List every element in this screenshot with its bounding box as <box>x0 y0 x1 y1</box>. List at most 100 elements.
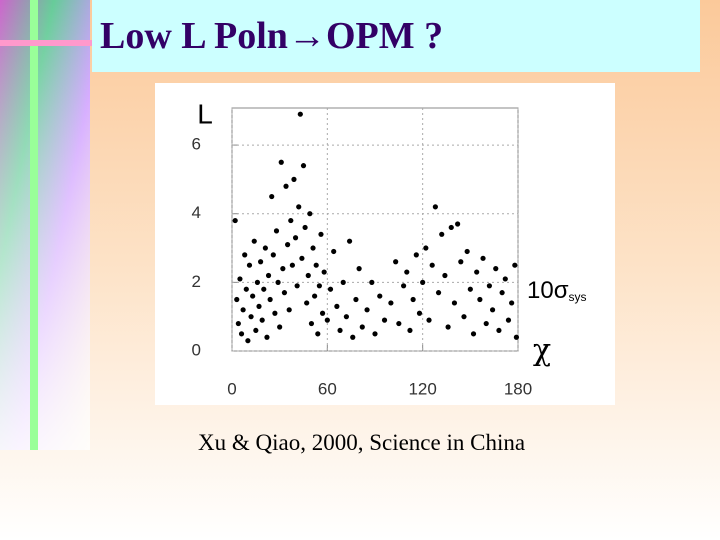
point <box>364 307 370 313</box>
point <box>280 266 286 272</box>
point <box>477 296 483 303</box>
y-tick-label: 6 <box>192 135 201 154</box>
point <box>420 279 426 285</box>
point <box>448 224 454 231</box>
point <box>278 159 284 165</box>
y-tick-label: 0 <box>192 340 201 359</box>
point <box>461 314 467 320</box>
point <box>286 307 292 313</box>
point <box>381 317 388 323</box>
point <box>307 211 313 217</box>
point <box>499 290 505 296</box>
point <box>356 266 362 272</box>
point <box>423 245 429 251</box>
point <box>413 252 419 258</box>
annotation-sub: sys <box>569 290 587 304</box>
point <box>291 176 297 182</box>
point <box>458 259 464 265</box>
point <box>334 303 340 309</box>
point <box>442 272 448 279</box>
point <box>288 217 294 224</box>
point <box>337 327 343 334</box>
point <box>281 290 288 296</box>
decoration <box>30 0 38 450</box>
point <box>350 334 356 340</box>
point <box>234 296 240 303</box>
point <box>410 296 416 303</box>
x-axis-label: χ <box>533 333 551 368</box>
point <box>297 111 303 117</box>
point <box>486 283 492 289</box>
point <box>258 259 264 265</box>
point <box>313 262 319 268</box>
point <box>496 327 502 334</box>
x-tick-label: 60 <box>318 379 337 398</box>
point <box>264 334 270 340</box>
point <box>245 338 251 344</box>
point <box>265 272 272 279</box>
point <box>451 300 458 306</box>
point <box>270 252 276 258</box>
point <box>262 245 268 251</box>
y-axis-label: L <box>197 98 213 129</box>
point <box>300 163 307 169</box>
point <box>429 262 435 268</box>
point <box>416 310 423 316</box>
point <box>319 310 326 316</box>
point <box>340 279 346 285</box>
point <box>253 327 259 334</box>
point <box>305 272 311 279</box>
point <box>261 286 267 292</box>
point <box>346 238 353 244</box>
point <box>445 324 451 330</box>
point <box>259 317 265 323</box>
point <box>331 248 337 255</box>
point <box>318 231 324 237</box>
point <box>464 248 470 255</box>
point <box>435 290 442 296</box>
y-tick-label: 4 <box>192 203 201 222</box>
point <box>502 276 508 282</box>
caption: Xu & Qiao, 2000, Science in China <box>198 430 526 455</box>
point <box>324 317 330 323</box>
point <box>467 286 473 292</box>
decoration <box>0 0 90 450</box>
point <box>483 320 489 327</box>
point <box>275 279 281 285</box>
point <box>248 314 254 320</box>
y-tick-label: 2 <box>192 272 201 291</box>
point <box>315 331 321 337</box>
point <box>316 283 322 289</box>
point <box>480 255 486 261</box>
point <box>296 204 302 210</box>
point <box>232 217 238 224</box>
point <box>493 266 499 272</box>
point <box>292 235 299 241</box>
point <box>302 224 308 231</box>
point <box>273 228 280 234</box>
point <box>283 183 289 189</box>
point <box>396 320 402 327</box>
point <box>277 324 283 330</box>
x-tick-label: 120 <box>408 379 436 398</box>
point <box>513 334 520 340</box>
point <box>240 307 246 313</box>
point <box>369 279 375 285</box>
point <box>470 331 477 337</box>
point <box>299 255 305 261</box>
slide-title: Low L Poln→OPM ? <box>100 15 444 57</box>
point <box>267 296 273 303</box>
point <box>327 286 334 292</box>
point <box>393 259 399 265</box>
point <box>439 231 445 237</box>
x-tick-label: 0 <box>227 379 236 398</box>
point <box>310 245 316 251</box>
point <box>404 269 410 275</box>
point <box>312 293 318 299</box>
point <box>401 283 407 289</box>
annotation: 10σsys <box>527 277 587 304</box>
point <box>509 300 515 306</box>
point <box>359 324 365 330</box>
point <box>304 300 310 306</box>
